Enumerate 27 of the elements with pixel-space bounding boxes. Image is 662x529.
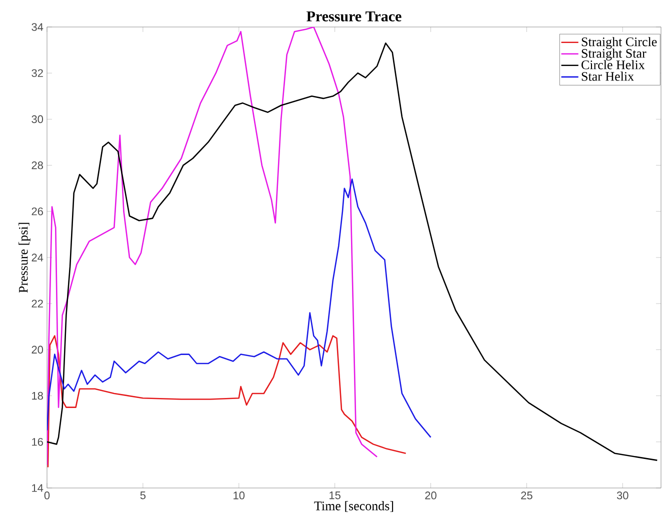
- legend-label: Circle Helix: [582, 60, 645, 70]
- y-tick-label: 20: [32, 346, 44, 354]
- y-tick-label: 30: [32, 115, 44, 124]
- line-series: [47, 178, 432, 438]
- y-tick-label: 26: [32, 208, 43, 216]
- y-tick-label: 28: [32, 161, 43, 170]
- y-tick-label: 22: [32, 300, 43, 308]
- x-tick-label: 15: [330, 492, 340, 500]
- chart-title: Pressure Trace: [306, 11, 402, 22]
- x-tick-label: 10: [234, 492, 245, 500]
- x-tick-label: 5: [140, 492, 146, 500]
- y-tick-label: 24: [32, 254, 44, 262]
- legend-label: Star Helix: [582, 72, 634, 81]
- legend-label: Straight Star: [582, 48, 646, 60]
- line-series: [47, 335, 406, 468]
- y-tick-label: 32: [32, 69, 43, 77]
- y-tick-label: 34: [32, 23, 44, 31]
- y-tick-label: 14: [32, 484, 44, 492]
- x-tick-label: 0: [44, 492, 50, 500]
- y-tick-label: 18: [32, 392, 43, 400]
- y-axis-title: Pressure [psi]: [18, 222, 30, 293]
- x-tick-label: 25: [521, 492, 532, 500]
- legend-label: Straight Circle: [582, 37, 657, 49]
- x-tick-label: 30: [616, 492, 628, 500]
- x-tick-label: 20: [425, 492, 436, 500]
- y-tick-label: 16: [32, 438, 43, 446]
- x-axis-title: Time [seconds]: [314, 501, 394, 512]
